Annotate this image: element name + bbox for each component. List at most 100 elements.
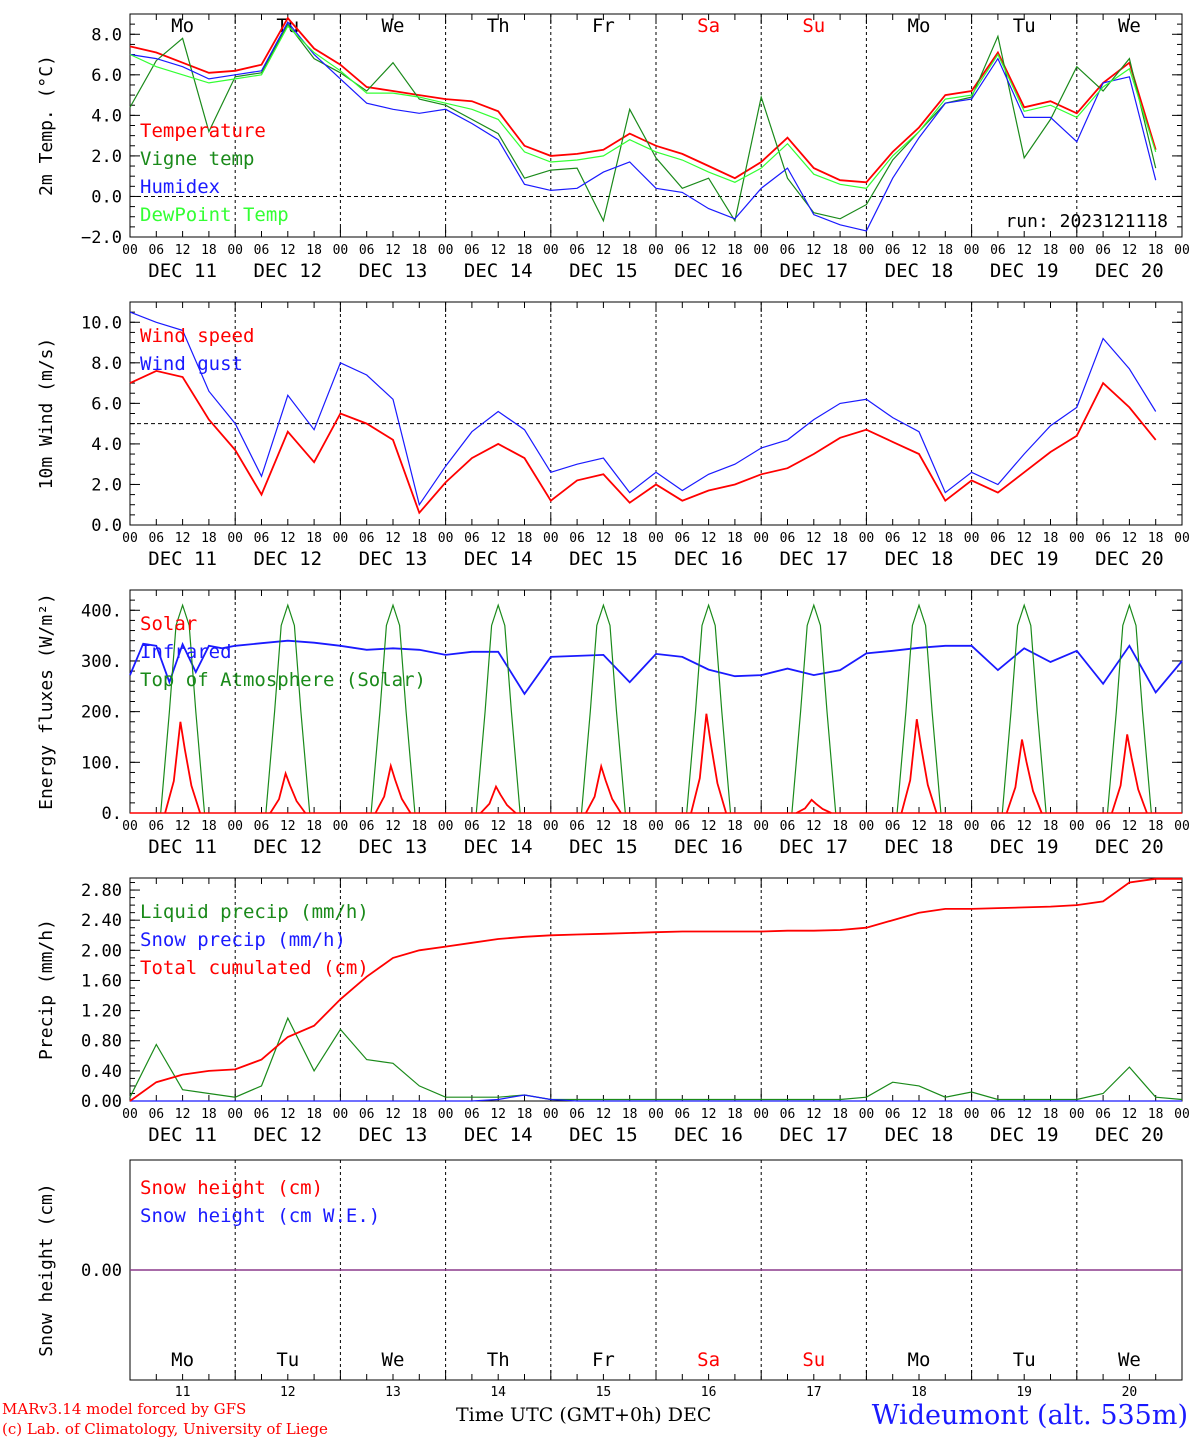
day-label: Sa	[697, 1349, 720, 1371]
toa-solar-line	[1106, 603, 1152, 814]
hour-tick-label: 00	[753, 531, 769, 546]
day-label: Th	[487, 1349, 510, 1371]
date-label: DEC 13	[359, 836, 428, 858]
y-tick-label: 0.80	[81, 1032, 122, 1052]
hour-tick-label: 12	[806, 1107, 822, 1122]
hour-tick-label: 12	[1122, 243, 1138, 258]
day-label: Tu	[1013, 1349, 1036, 1371]
hour-tick-label: 06	[254, 243, 270, 258]
date-label: DEC 13	[359, 260, 428, 282]
date-label: DEC 11	[148, 1124, 217, 1146]
hour-tick-label: 00	[333, 1107, 349, 1122]
hour-tick-label: 18	[411, 531, 427, 546]
y-tick-label: 6.0	[91, 66, 122, 86]
date-label: DEC 14	[464, 1124, 533, 1146]
series-line-red	[129, 369, 1157, 515]
hour-tick-label: 00	[333, 243, 349, 258]
hour-tick-label: 12	[596, 1107, 612, 1122]
toa-solar-line	[265, 603, 311, 814]
date-label: DEC 18	[885, 1124, 954, 1146]
hour-tick-label: 06	[359, 819, 375, 834]
day-label: Mo	[171, 1349, 194, 1371]
hour-tick-label: 00	[964, 1107, 980, 1122]
hour-tick-label: 12	[280, 243, 296, 258]
hour-tick-label: 00	[1069, 243, 1085, 258]
hour-tick-label: 12	[385, 1107, 401, 1122]
panel-3: 400. 300. 200. 100. 0. Energy fluxes (W/m²) 00…	[36, 589, 1190, 858]
hour-tick-label: 12	[280, 819, 296, 834]
legend-entry: Total cumulated (cm)	[140, 957, 369, 979]
y-axis-label: 10m Wind (m/s)	[36, 338, 57, 490]
hour-tick-label: 06	[674, 531, 690, 546]
y-tick-label: 2.0	[91, 147, 122, 167]
y-tick-label: 0.0	[91, 516, 122, 536]
series-line-red	[129, 16, 1157, 184]
date-label: DEC 20	[1095, 1124, 1164, 1146]
hour-tick-label: 06	[1095, 243, 1111, 258]
hour-tick-label: 00	[859, 1107, 875, 1122]
day-label: Mo	[908, 1349, 931, 1371]
series-line-blue	[130, 1094, 1182, 1102]
hour-tick-label: 06	[148, 243, 164, 258]
hour-tick-label: 18	[727, 531, 743, 546]
hour-tick-label: 06	[990, 1107, 1006, 1122]
hour-tick-label: 00	[543, 531, 559, 546]
hour-tick-label: 06	[254, 1107, 270, 1122]
hour-tick-label: 18	[727, 1107, 743, 1122]
series-line-green	[129, 22, 1157, 223]
date-label: DEC 16	[674, 260, 743, 282]
legend-entry: Snow precip (mm/h)	[140, 929, 346, 951]
hour-tick-label: 12	[911, 531, 927, 546]
hour-tick-label: 12	[1122, 531, 1138, 546]
hour-tick-label: 18	[201, 243, 217, 258]
hour-tick-label: 00	[859, 819, 875, 834]
date-label: DEC 15	[569, 260, 638, 282]
hour-tick-label: 00	[333, 531, 349, 546]
hour-tick-label: 12	[175, 531, 191, 546]
hour-tick-label: 18	[727, 243, 743, 258]
toa-solar-line	[370, 603, 416, 814]
hour-tick-label: 00	[1174, 531, 1190, 546]
hour-tick-label: 12	[596, 531, 612, 546]
y-tick-label: −2.0	[81, 228, 122, 248]
hour-tick-label: 18	[411, 1107, 427, 1122]
date-number-label: 11	[175, 1385, 191, 1400]
y-tick-label: 2.0	[91, 475, 122, 495]
date-label: DEC 11	[148, 548, 217, 570]
hour-tick-label: 00	[122, 819, 138, 834]
hour-tick-label: 12	[490, 243, 506, 258]
hour-tick-label: 06	[780, 531, 796, 546]
day-label: Tu	[1013, 15, 1036, 37]
hour-tick-label: 18	[937, 819, 953, 834]
y-axis-label: Snow height (cm)	[36, 1183, 57, 1356]
panel-1: 8.0 6.0 4.0 2.0 0.0 −2.0 2m Temp. (°C) 00 06 12 18…	[36, 13, 1190, 282]
y-tick-label: 8.0	[91, 354, 122, 374]
hour-tick-label: 06	[1095, 819, 1111, 834]
hour-tick-label: 12	[806, 243, 822, 258]
hour-tick-label: 12	[490, 531, 506, 546]
panel-2: 10.0 8.0 6.0 4.0 2.0 0.0 10m Wind (m/s) 00 06 12 1…	[36, 301, 1190, 570]
y-tick-label: 2.40	[81, 911, 122, 931]
date-label: DEC 17	[779, 260, 848, 282]
hour-tick-label: 00	[122, 531, 138, 546]
hour-tick-label: 12	[911, 243, 927, 258]
hour-tick-label: 06	[464, 243, 480, 258]
hour-tick-label: 06	[885, 1107, 901, 1122]
hour-tick-label: 00	[1069, 1107, 1085, 1122]
solar-line	[269, 770, 307, 814]
hour-tick-label: 00	[859, 531, 875, 546]
hour-tick-label: 12	[280, 1107, 296, 1122]
date-label: DEC 19	[990, 260, 1059, 282]
date-number-label: 15	[596, 1385, 612, 1400]
hour-tick-label: 18	[306, 531, 322, 546]
hour-tick-label: 18	[306, 819, 322, 834]
hour-tick-label: 06	[464, 1107, 480, 1122]
hour-tick-label: 06	[1095, 531, 1111, 546]
y-tick-label: 6.0	[91, 394, 122, 414]
day-label: We	[382, 1349, 405, 1371]
hour-tick-label: 12	[806, 819, 822, 834]
date-label: DEC 17	[779, 1124, 848, 1146]
toa-solar-line	[686, 603, 732, 814]
y-axis-label: Energy fluxes (W/m²)	[36, 593, 57, 810]
